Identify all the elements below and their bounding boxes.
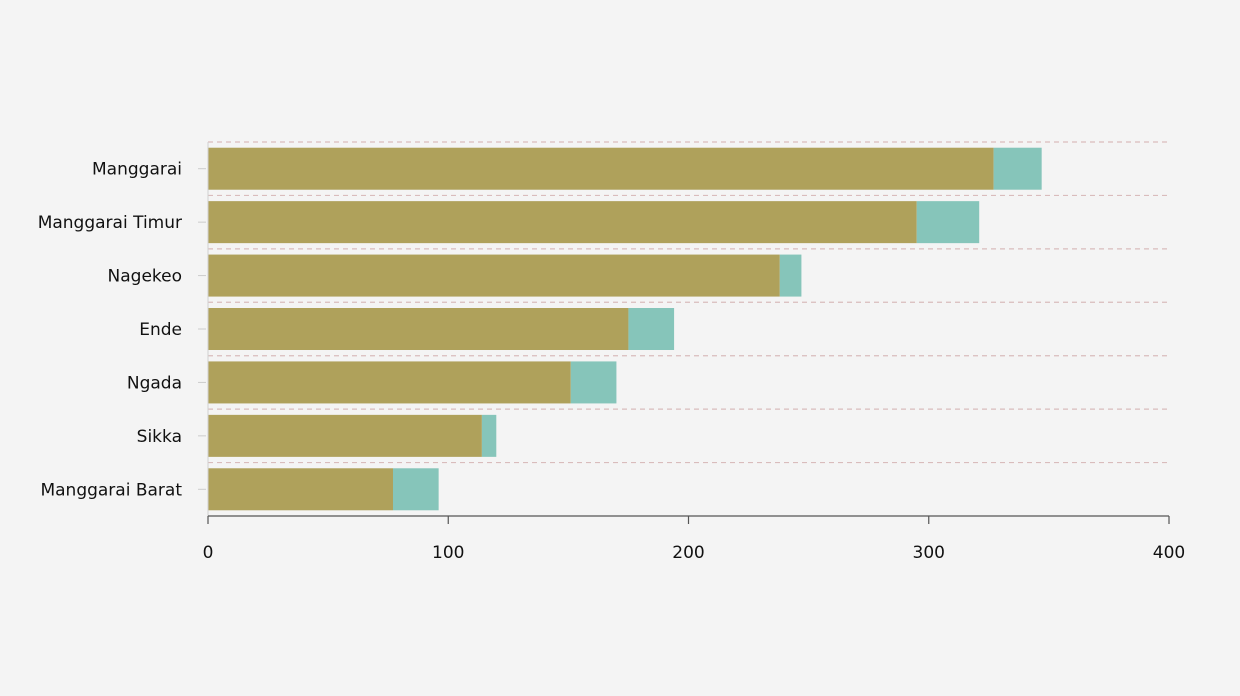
bar-segment-2 bbox=[570, 361, 617, 404]
category-label: Nagekeo bbox=[108, 267, 182, 287]
bar-segment-1 bbox=[208, 201, 917, 244]
x-tick-label: 400 bbox=[1153, 543, 1185, 563]
category-label: Sikka bbox=[137, 427, 182, 447]
bar-segment-2 bbox=[993, 147, 1042, 190]
bar-segment-2 bbox=[916, 201, 980, 244]
category-label: Ende bbox=[139, 320, 182, 340]
category-label: Manggarai bbox=[92, 160, 182, 180]
bar-segment-2 bbox=[628, 308, 675, 350]
bar-segment-1 bbox=[208, 468, 393, 511]
category-label: Ngada bbox=[127, 373, 182, 393]
bar-segment-1 bbox=[208, 414, 482, 457]
axes bbox=[198, 142, 1170, 524]
bar-segment-2 bbox=[779, 254, 802, 297]
category-label: Manggarai Barat bbox=[40, 480, 182, 500]
bar-segment-1 bbox=[208, 254, 780, 297]
labels: Manggarai Manggarai Timur Nagekeo Ende Ngada… bbox=[38, 160, 1186, 563]
x-tick-label: 300 bbox=[913, 543, 945, 563]
bar-segment-2 bbox=[481, 414, 497, 457]
grid-lines bbox=[208, 141, 1169, 464]
bar-segment-2 bbox=[392, 468, 439, 511]
x-tick-label: 0 bbox=[203, 543, 214, 563]
category-label: Manggarai Timur bbox=[38, 213, 182, 233]
bar-segment-1 bbox=[208, 361, 571, 404]
x-tick-label: 200 bbox=[672, 543, 704, 563]
bar-segment-1 bbox=[208, 147, 994, 190]
bars bbox=[208, 147, 1042, 511]
bar-segment-1 bbox=[208, 308, 629, 350]
x-tick-label: 100 bbox=[432, 543, 464, 563]
